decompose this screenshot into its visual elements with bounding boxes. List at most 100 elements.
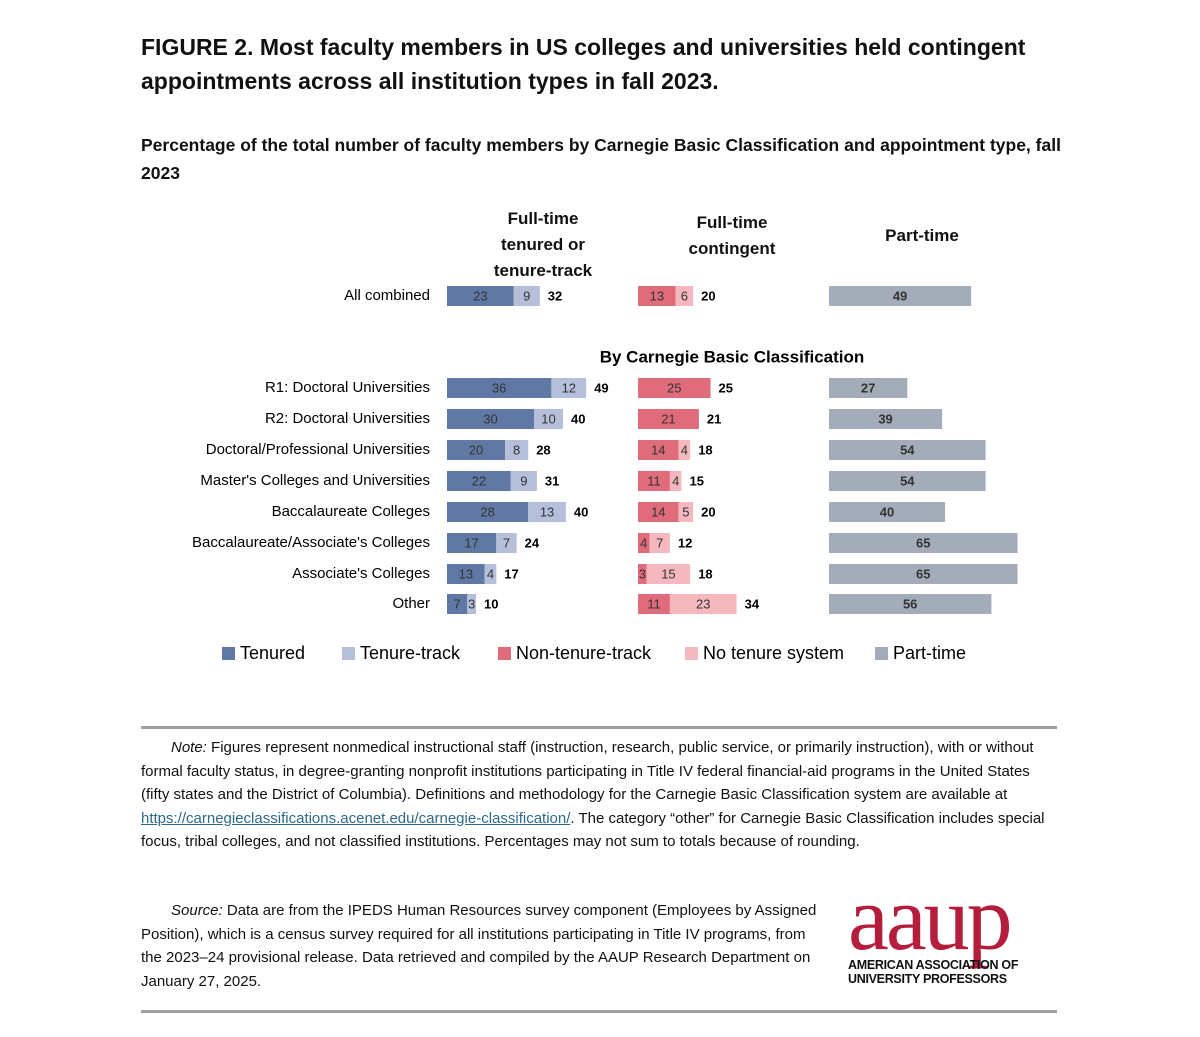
total-label: 10 (484, 596, 498, 611)
bar-segment (528, 502, 566, 522)
segment-label: 49 (893, 288, 907, 303)
segment-label: 23 (473, 288, 487, 303)
note-link[interactable]: https://carnegieclassifications.acenet.e… (141, 809, 571, 827)
segment-label: 13 (540, 504, 554, 519)
total-label: 40 (571, 411, 585, 426)
segment-label: 13 (459, 566, 473, 581)
total-label: 49 (594, 380, 608, 395)
note-text: . The category “other” for Carnegie Basi… (141, 809, 1045, 851)
bar-segment (829, 594, 992, 614)
bar-segment (505, 440, 529, 460)
subtitle: Percentage of the total number of facult… (141, 135, 1061, 183)
bar-segment (447, 378, 552, 398)
segment-label: 9 (523, 288, 530, 303)
note-label: Note: (171, 739, 207, 756)
bar-segment (638, 594, 670, 614)
bar-segment (829, 564, 1018, 584)
segment-label: 54 (900, 473, 915, 488)
source-label: Source: (171, 902, 223, 919)
segment-label: 11 (647, 596, 661, 611)
total-label: 28 (536, 442, 550, 457)
bar-segment (638, 502, 679, 522)
segment-label: 27 (861, 380, 875, 395)
group-label: By Carnegie Basic Classification (600, 347, 865, 366)
legend-swatch (342, 647, 355, 660)
total-label: 21 (707, 411, 721, 426)
panel-title: Full-time contingent (688, 213, 776, 258)
bar-segment (829, 286, 972, 306)
legend-swatch (498, 647, 511, 660)
bar-segment (829, 440, 986, 460)
legend-label: No tenure system (703, 643, 844, 663)
bar-segment (649, 533, 670, 553)
bar-segment (484, 564, 497, 584)
segment-label: 9 (520, 473, 527, 488)
bar-segment (447, 502, 529, 522)
total-label: 18 (698, 442, 712, 457)
segment-label: 15 (661, 566, 675, 581)
segment-label: 36 (492, 380, 506, 395)
total-label: 40 (574, 504, 588, 519)
legend-label: Tenured (240, 643, 305, 663)
bar-segment (447, 594, 468, 614)
bar-segment (678, 440, 691, 460)
total-label: 12 (678, 535, 692, 550)
segment-label: 23 (696, 596, 710, 611)
bar-segment (638, 440, 679, 460)
category-label: Associate's Colleges (292, 565, 430, 582)
segment-label: 3 (639, 566, 646, 581)
bar-segment (447, 440, 505, 460)
segment-label: 21 (661, 411, 675, 426)
bar-segment (829, 471, 986, 491)
segment-label: 8 (513, 442, 520, 457)
logo-mark: aaup (848, 867, 1013, 969)
source: Source: Data are from the IPEDS Human Re… (141, 899, 821, 993)
total-label: 25 (719, 380, 733, 395)
bar-segment (678, 502, 694, 522)
segment-label: 22 (472, 473, 486, 488)
total-label: 18 (698, 566, 712, 581)
bar-segment (513, 286, 540, 306)
legend-swatch (875, 647, 888, 660)
total-label: 31 (545, 473, 559, 488)
total-label: 34 (745, 596, 760, 611)
segment-label: 4 (640, 535, 647, 550)
segment-label: 5 (682, 504, 689, 519)
segment-label: 7 (503, 535, 510, 550)
segment-label: 14 (651, 442, 665, 457)
logo-line: UNIVERSITY PROFESSORS (848, 972, 1007, 986)
segment-label: 20 (469, 442, 483, 457)
note: Note: Figures represent nonmedical instr… (141, 736, 1057, 854)
bar-segment (829, 502, 945, 522)
segment-label: 65 (916, 535, 930, 550)
segment-label: 30 (483, 411, 497, 426)
figure-title: FIGURE 2. Most faculty members in US col… (141, 34, 1026, 94)
segment-label: 6 (681, 288, 688, 303)
legend-swatch (222, 647, 235, 660)
bar-segment (675, 286, 694, 306)
category-label: R2: Doctoral Universities (265, 410, 430, 427)
segment-label: 12 (562, 380, 576, 395)
bar-segment (638, 533, 650, 553)
total-label: 32 (548, 288, 562, 303)
segment-label: 4 (672, 473, 679, 488)
segment-label: 25 (667, 380, 681, 395)
bar-segment (829, 533, 1018, 553)
rule (141, 1010, 1057, 1013)
category-label: All combined (344, 287, 430, 304)
total-label: 15 (690, 473, 704, 488)
bar-segment (551, 378, 587, 398)
bar-segment (447, 471, 511, 491)
bar-segment (669, 594, 737, 614)
segment-label: 3 (468, 596, 475, 611)
segment-label: 65 (916, 566, 930, 581)
segment-label: 7 (454, 596, 461, 611)
category-label: R1: Doctoral Universities (265, 379, 430, 396)
bar-segment (534, 409, 563, 429)
category-label: Master's Colleges and Universities (200, 472, 430, 489)
total-label: 20 (701, 288, 715, 303)
segment-label: 7 (656, 535, 663, 550)
total-label: 17 (504, 566, 518, 581)
bar-segment (447, 409, 534, 429)
